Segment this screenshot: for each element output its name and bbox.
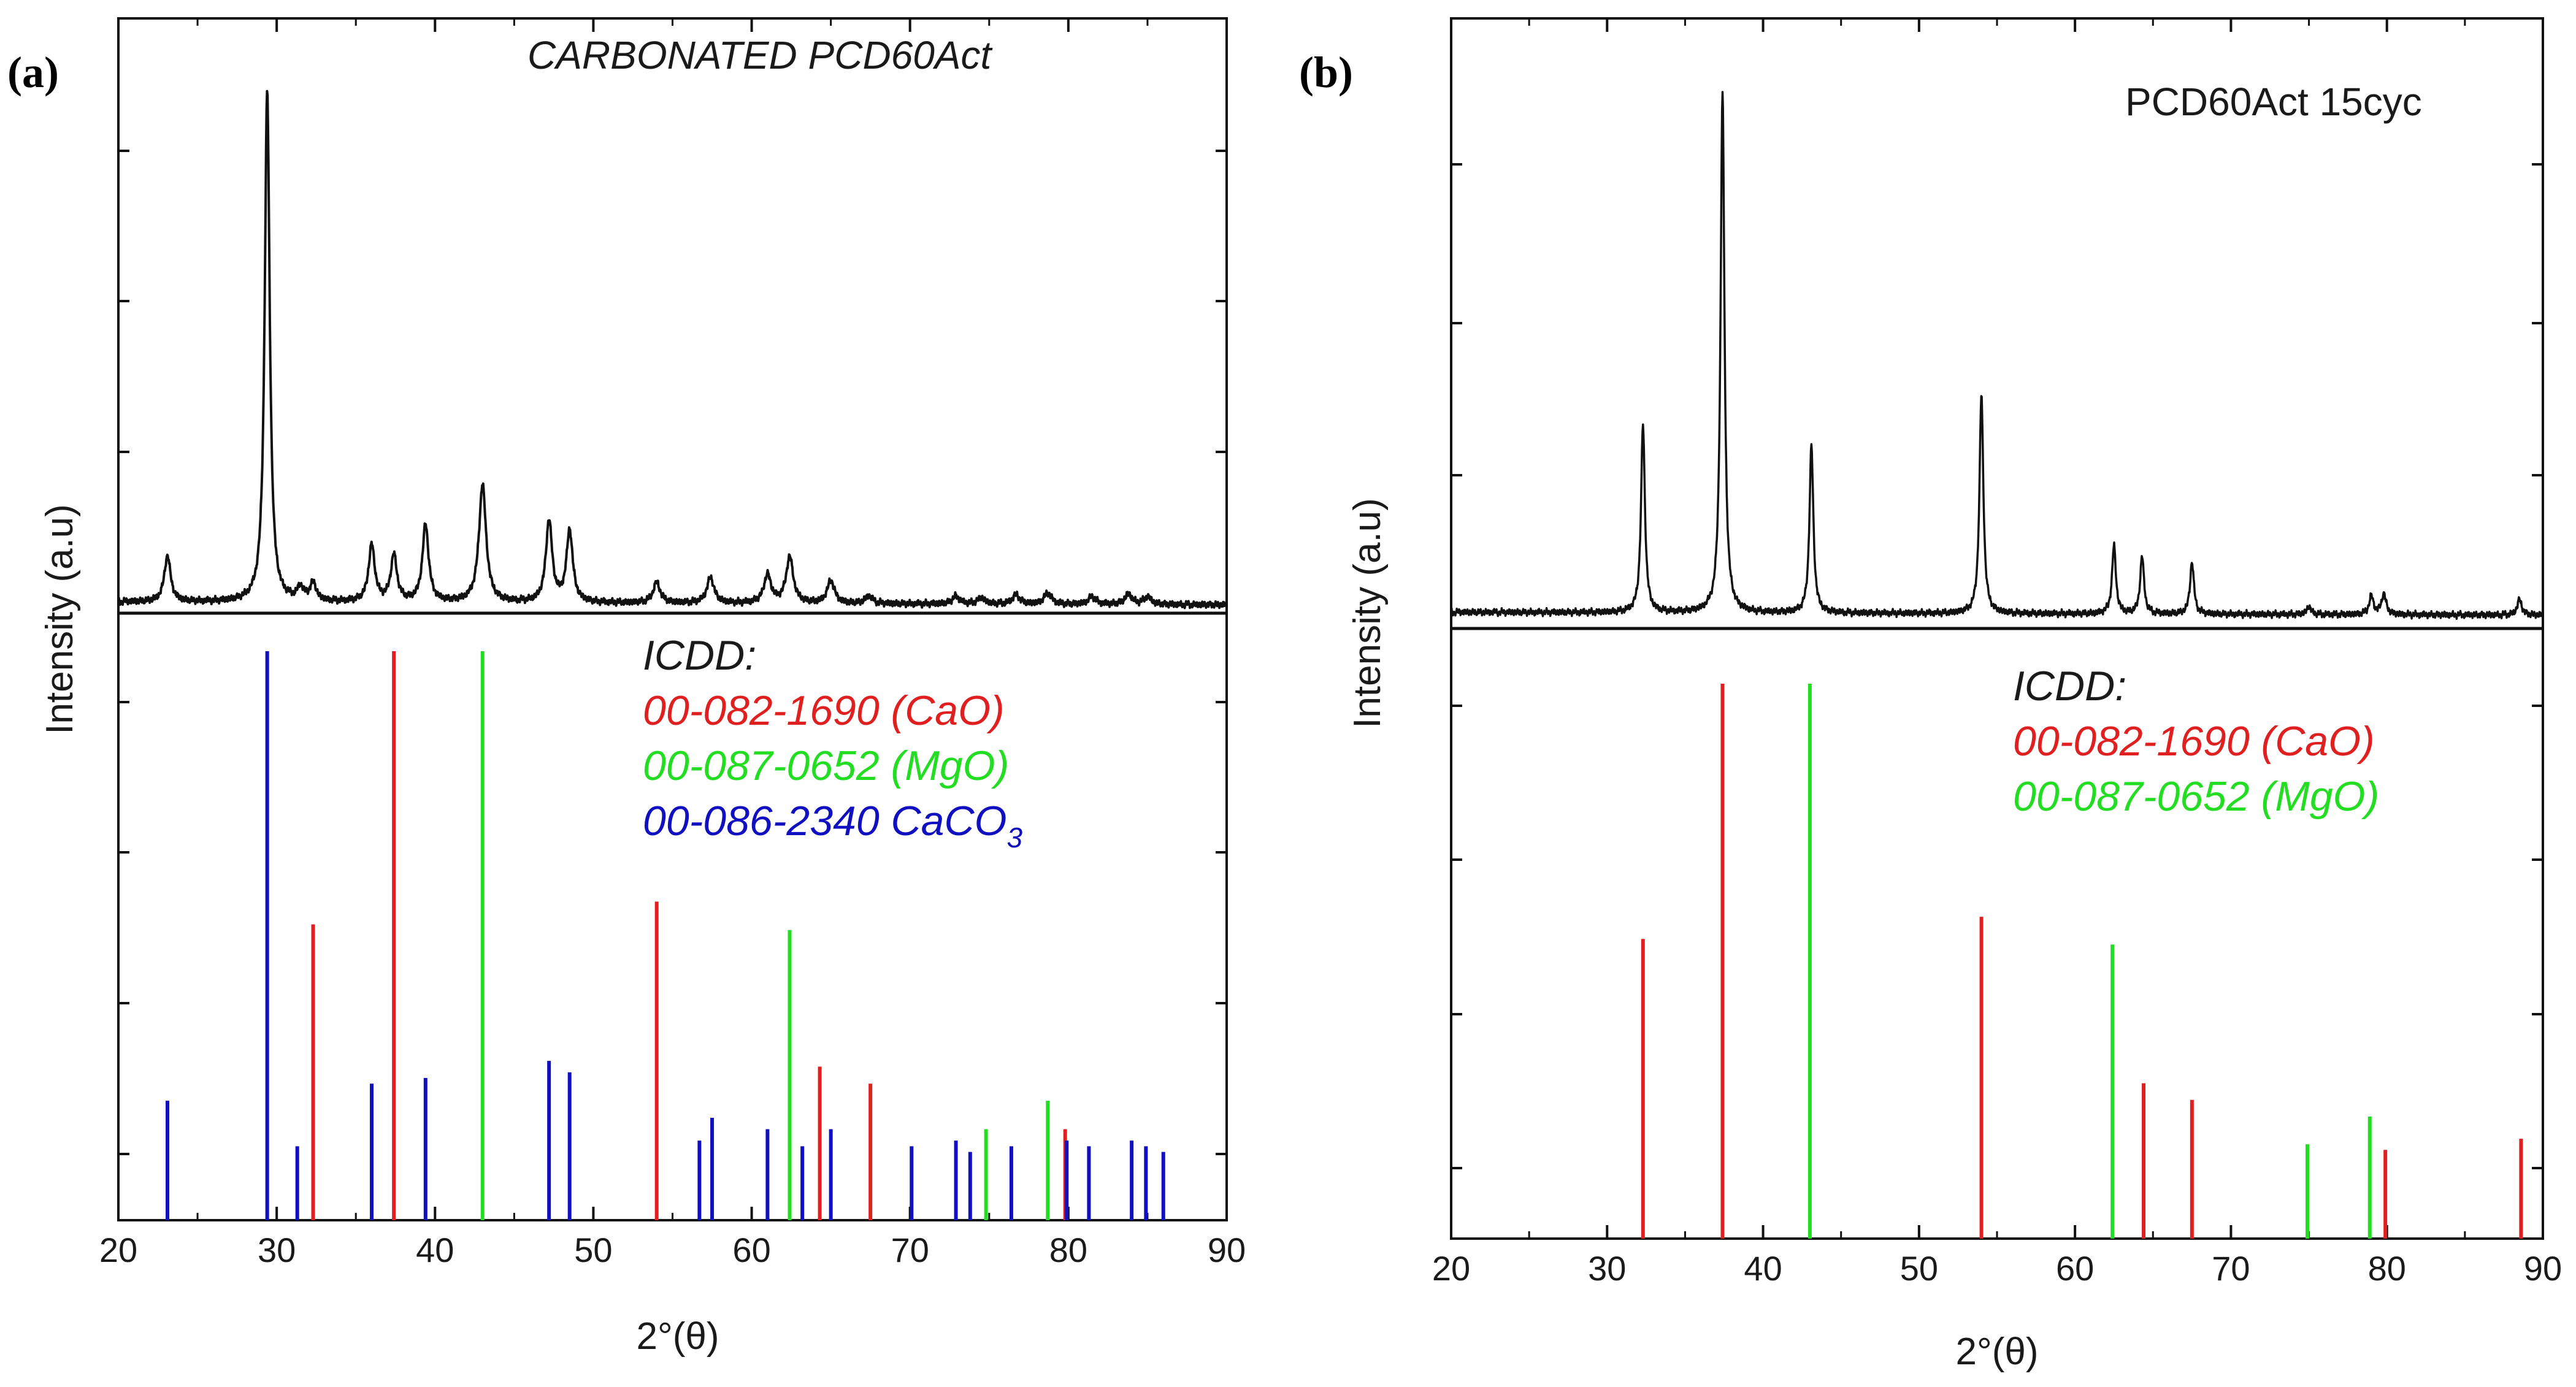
x-tick-label: 50 bbox=[574, 1231, 612, 1269]
panel-b-legend-title: ICDD: bbox=[2013, 663, 2126, 709]
x-tick-label: 40 bbox=[1744, 1249, 1782, 1288]
panel-a-frame bbox=[117, 17, 1228, 1221]
x-tick-label: 40 bbox=[416, 1231, 454, 1269]
x-tick-label: 70 bbox=[891, 1231, 929, 1269]
panel-a-label: (a) bbox=[7, 48, 59, 97]
panel-a-ticks: 20 30 40 50 60 70 80 90 bbox=[99, 18, 1246, 1269]
x-tick-label: 50 bbox=[1900, 1249, 1938, 1288]
panel-a-title: CARBONATED PCD60Act bbox=[527, 33, 993, 77]
panel-b-xlabel: 2°(θ) bbox=[1955, 1331, 2038, 1373]
panel-a-reference-sticks bbox=[166, 651, 1165, 1220]
x-tick-label: 90 bbox=[1208, 1231, 1246, 1269]
panel-a-legend-caco3-subscript: 3 bbox=[1006, 822, 1022, 854]
panel-b: (b) PCD60Act 15cyc 2°(θ) Intensity (a.u)… bbox=[1299, 17, 2562, 1373]
panel-a-legend: ICDD: 00-082-1690 (CaO) 00-087-0652 (MgO… bbox=[643, 632, 1022, 854]
panel-a: (a) CARBONATED PCD60Act 2°(θ) Intensity … bbox=[7, 17, 1246, 1358]
x-tick-label: 30 bbox=[258, 1231, 296, 1269]
panel-b-title: PCD60Act 15cyc bbox=[2125, 80, 2422, 124]
panel-a-xrd-pattern bbox=[117, 90, 1228, 609]
panel-b-ylabel: Intensity (a.u) bbox=[1346, 498, 1389, 728]
x-tick-label: 60 bbox=[732, 1231, 770, 1269]
panel-a-legend-mgo: 00-087-0652 (MgO) bbox=[643, 743, 1009, 789]
panel-b-reference-sticks bbox=[1641, 684, 2523, 1239]
panel-b-xrd-pattern bbox=[1450, 91, 2544, 620]
x-tick-label: 90 bbox=[2524, 1249, 2562, 1288]
panel-b-legend-mgo: 00-087-0652 (MgO) bbox=[2013, 773, 2379, 820]
x-tick-label: 80 bbox=[1049, 1231, 1087, 1269]
panel-b-ticks: 20 30 40 50 60 70 80 90 bbox=[1432, 18, 2562, 1288]
x-tick-label: 20 bbox=[1432, 1249, 1470, 1288]
x-tick-label: 60 bbox=[2056, 1249, 2094, 1288]
x-tick-label: 70 bbox=[2212, 1249, 2250, 1288]
panel-a-xlabel: 2°(θ) bbox=[636, 1315, 719, 1358]
x-tick-label: 80 bbox=[2368, 1249, 2406, 1288]
panel-b-label: (b) bbox=[1299, 48, 1353, 97]
x-tick-label: 20 bbox=[99, 1231, 137, 1269]
panel-a-legend-cao: 00-082-1690 (CaO) bbox=[643, 687, 1005, 734]
panel-a-legend-caco3: 00-086-2340 CaCO3 bbox=[643, 798, 1022, 854]
panel-b-legend: ICDD: 00-082-1690 (CaO) 00-087-0652 (MgO… bbox=[2013, 663, 2379, 820]
panel-a-legend-caco3-name: 00-086-2340 CaCO bbox=[643, 798, 1006, 844]
x-tick-label: 30 bbox=[1588, 1249, 1626, 1288]
panel-a-ylabel: Intensity (a.u) bbox=[39, 504, 81, 735]
panel-b-legend-cao: 00-082-1690 (CaO) bbox=[2013, 718, 2375, 765]
panel-a-legend-title: ICDD: bbox=[643, 632, 756, 679]
